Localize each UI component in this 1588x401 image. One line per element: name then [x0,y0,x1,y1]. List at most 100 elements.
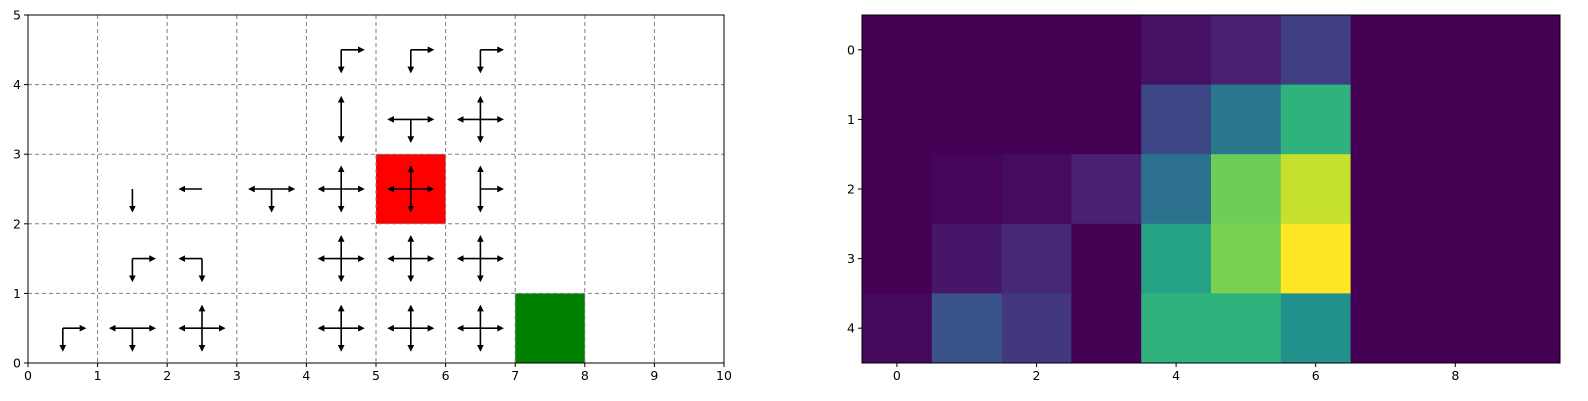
heatmap-cell [1420,154,1491,225]
heatmap-cell [1071,223,1142,294]
x-tick-label: 1 [94,368,102,383]
policy-arrow-10 [456,235,504,283]
heatmap-cell [1001,154,1072,225]
y-tick-label: 4 [847,321,855,336]
y-tick-label: 1 [13,286,21,301]
heatmap-cell [1001,15,1072,86]
x-tick-label: 2 [1033,368,1041,383]
heatmap-cell [1141,154,1212,225]
y-tick-label: 4 [13,77,21,92]
policy-arrow-19 [456,95,504,143]
heatmap-cell [1001,223,1072,294]
heatmap-cell [931,223,1003,294]
policy-arrow-8 [317,235,365,283]
grid-lines [28,15,724,363]
y-tick-label: 2 [13,216,21,231]
heatmap-cell [1420,293,1491,364]
policy-arrow-21 [407,46,435,74]
heatmap-cell [931,154,1003,225]
policy-arrow-0 [59,324,87,352]
heatmap-cell [1141,293,1212,364]
heatmap-cell [1071,154,1142,225]
y-tick-label: 5 [13,8,21,23]
x-tick-label: 7 [511,368,519,383]
heatmap-cell [1071,293,1142,364]
heatmap-cell [931,15,1003,86]
heatmap-cell [1001,293,1072,364]
heatmap-cell [931,84,1003,155]
policy-arrow-15 [387,165,435,213]
policy-arrow-1 [108,324,156,352]
x-tick-label: 4 [1172,368,1180,383]
heatmap-cell [1350,223,1421,294]
heatmap-cell [1280,223,1352,294]
policy-grid-chart: 0 1 2 3 4 5 6 7 8 9 10 0 1 2 3 4 5 [13,8,732,384]
heatmap-cell [1211,15,1282,86]
heatmap-cell [1071,84,1142,155]
policy-arrow-16 [477,165,504,213]
y-tick-label: 2 [847,182,855,197]
heatmap-cell [1490,154,1561,225]
heatmap-cell [862,293,933,364]
y-tick-label: 3 [13,147,21,162]
policy-arrow-7 [178,255,206,283]
heatmap-cell [1071,15,1142,86]
heatmap-cell [1141,223,1212,294]
heatmap-cell [1490,15,1561,86]
y-tick-label: 0 [847,42,855,57]
heatmap-cell [1420,223,1491,294]
heatmap-cell [931,293,1003,364]
policy-arrow-22 [477,46,504,74]
heatmap-cell [1280,15,1352,86]
policy-arrow-4 [387,304,435,352]
policy-arrow-20 [337,46,365,74]
heatmap-cell [1280,84,1352,155]
heatmap-cell [1211,154,1282,225]
heatmap-cell [862,84,933,155]
heatmap-cell [1280,154,1352,225]
policy-arrow-5 [456,304,504,352]
value-heatmap-chart: 0 2 4 6 8 0 1 2 3 4 [847,14,1561,383]
policy-arrow-3 [317,304,365,352]
x-tick-label: 10 [716,368,732,383]
policy-arrow-13 [248,185,296,213]
heatmap-cell [1350,293,1421,364]
policy-arrow-9 [387,235,435,283]
y-tick-label: 1 [847,112,855,127]
x-tick-label: 0 [24,368,32,383]
x-tick-label: 6 [442,368,450,383]
heatmap-cell [1350,84,1421,155]
policy-arrow-6 [129,255,156,283]
heatmap-cell [1350,154,1421,225]
heatmap-cell [862,154,933,225]
policy-arrow-14 [317,165,365,213]
heatmap-cell [1490,84,1561,155]
x-tick-label: 3 [233,368,241,383]
heatmap-cell [1141,15,1212,86]
x-tick-label: 9 [650,368,658,383]
x-tick-label: 8 [581,368,589,383]
cell-1 [515,293,585,363]
heatmap-cell [1211,223,1282,294]
x-tick-label: 4 [302,368,310,383]
heatmap-cell [1211,293,1282,364]
x-tick-label: 5 [372,368,380,383]
heatmap-cell [1490,223,1561,294]
heatmap-cell [1211,84,1282,155]
heatmap-cell [1280,293,1352,364]
policy-arrow-18 [387,116,435,143]
policy-arrow-2 [178,304,226,352]
heatmap-cell [1141,84,1212,155]
x-tick-label: 0 [893,368,901,383]
heatmap-cell [1001,84,1072,155]
y-tick-label: 3 [847,251,855,266]
y-tick-label: 0 [13,356,21,371]
x-tick-label: 6 [1312,368,1320,383]
heatmap-cell [1420,84,1491,155]
heatmap-cell [862,15,933,86]
x-tick-label: 2 [163,368,171,383]
heatmap-cell [862,223,933,294]
heatmap-cell [1420,15,1491,86]
heatmap-cell [1350,15,1421,86]
